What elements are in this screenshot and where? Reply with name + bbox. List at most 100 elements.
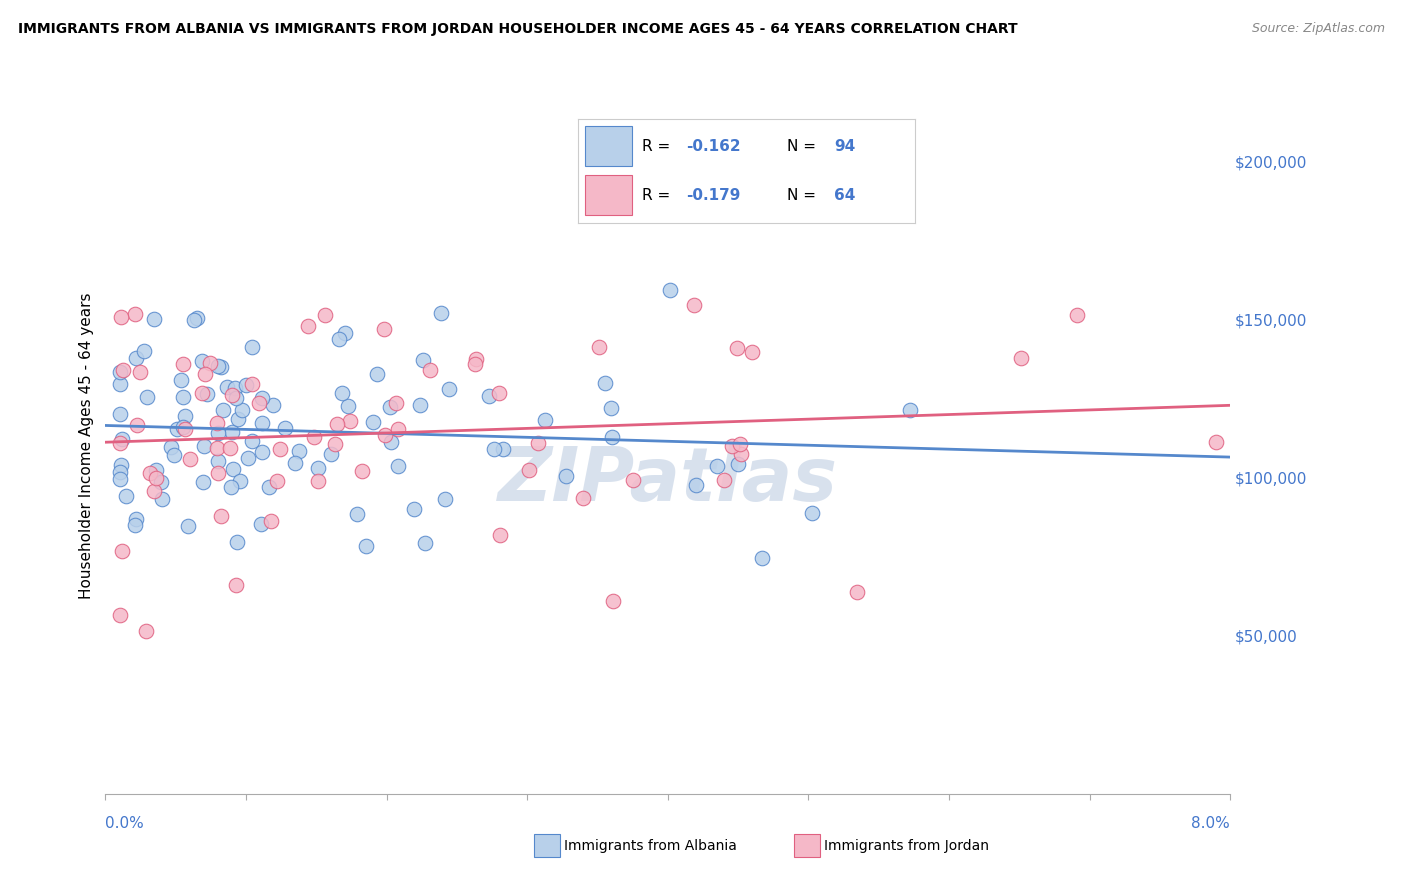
Text: Source: ZipAtlas.com: Source: ZipAtlas.com [1251,22,1385,36]
Point [335,326,357,340]
Point [572,491,595,505]
Point [846,585,869,599]
Point [125,418,148,433]
Point [135,624,157,639]
Point [124,307,146,321]
Point [284,456,307,470]
Point [404,501,426,516]
Text: 8.0%: 8.0% [1191,816,1230,831]
Point [658,283,681,297]
Point [898,402,921,417]
Point [1066,308,1088,322]
Point [380,401,402,415]
Point [111,544,134,558]
Point [211,403,233,417]
Point [179,451,201,466]
Point [492,442,515,456]
Point [332,385,354,400]
Point [172,357,194,371]
Point [149,475,172,490]
Point [374,427,396,442]
Point [478,388,501,402]
Point [183,312,205,326]
Point [236,450,259,465]
Point [142,312,165,326]
Point [336,399,359,413]
Point [172,390,194,404]
Point [437,382,460,396]
Point [721,439,744,453]
Point [108,436,131,450]
Point [430,306,453,320]
Point [193,439,215,453]
Point [110,310,132,324]
Text: Immigrants from Jordan: Immigrants from Jordan [824,838,988,853]
Point [730,447,752,461]
Point [108,377,131,392]
Point [593,376,616,391]
Point [373,322,395,336]
Point [170,373,193,387]
Point [160,440,183,454]
Point [129,365,152,379]
Point [221,388,243,402]
Point [728,437,751,451]
Point [434,491,457,506]
Point [195,386,218,401]
Point [124,517,146,532]
Point [288,443,311,458]
Point [260,514,283,528]
Point [250,516,273,531]
Point [198,356,221,370]
Point [685,478,707,492]
Point [207,426,229,441]
Point [269,442,291,456]
Point [209,360,232,375]
Point [706,459,728,474]
Point [527,436,550,450]
Point [257,480,280,494]
Point [190,385,212,400]
Point [240,434,263,449]
Point [465,352,488,367]
Point [354,539,377,553]
Point [366,367,388,381]
Point [219,441,242,455]
Point [250,444,273,458]
Point [741,344,763,359]
Point [194,368,217,382]
Point [621,473,644,487]
Point [219,480,242,494]
Point [328,333,350,347]
Point [517,462,540,476]
Point [489,528,512,542]
Point [229,474,252,488]
Point [412,353,434,368]
Point [588,340,610,354]
Point [321,447,343,461]
Point [136,390,159,404]
Point [727,457,749,471]
Point [307,461,329,475]
Point [174,409,197,424]
Point [224,381,246,395]
Text: ZIPatlas: ZIPatlas [498,444,838,517]
Point [482,442,505,457]
Point [302,430,325,444]
Point [143,484,166,499]
Point [221,462,243,476]
Point [221,425,243,439]
Point [108,407,131,421]
Point [207,454,229,468]
Point [682,297,704,311]
Point [235,377,257,392]
Point [132,344,155,359]
Point [207,359,229,374]
Point [464,357,486,371]
Point [173,422,195,436]
Point [247,396,270,410]
Point [138,467,160,481]
Point [387,421,409,435]
Point [314,309,336,323]
Point [240,340,263,354]
